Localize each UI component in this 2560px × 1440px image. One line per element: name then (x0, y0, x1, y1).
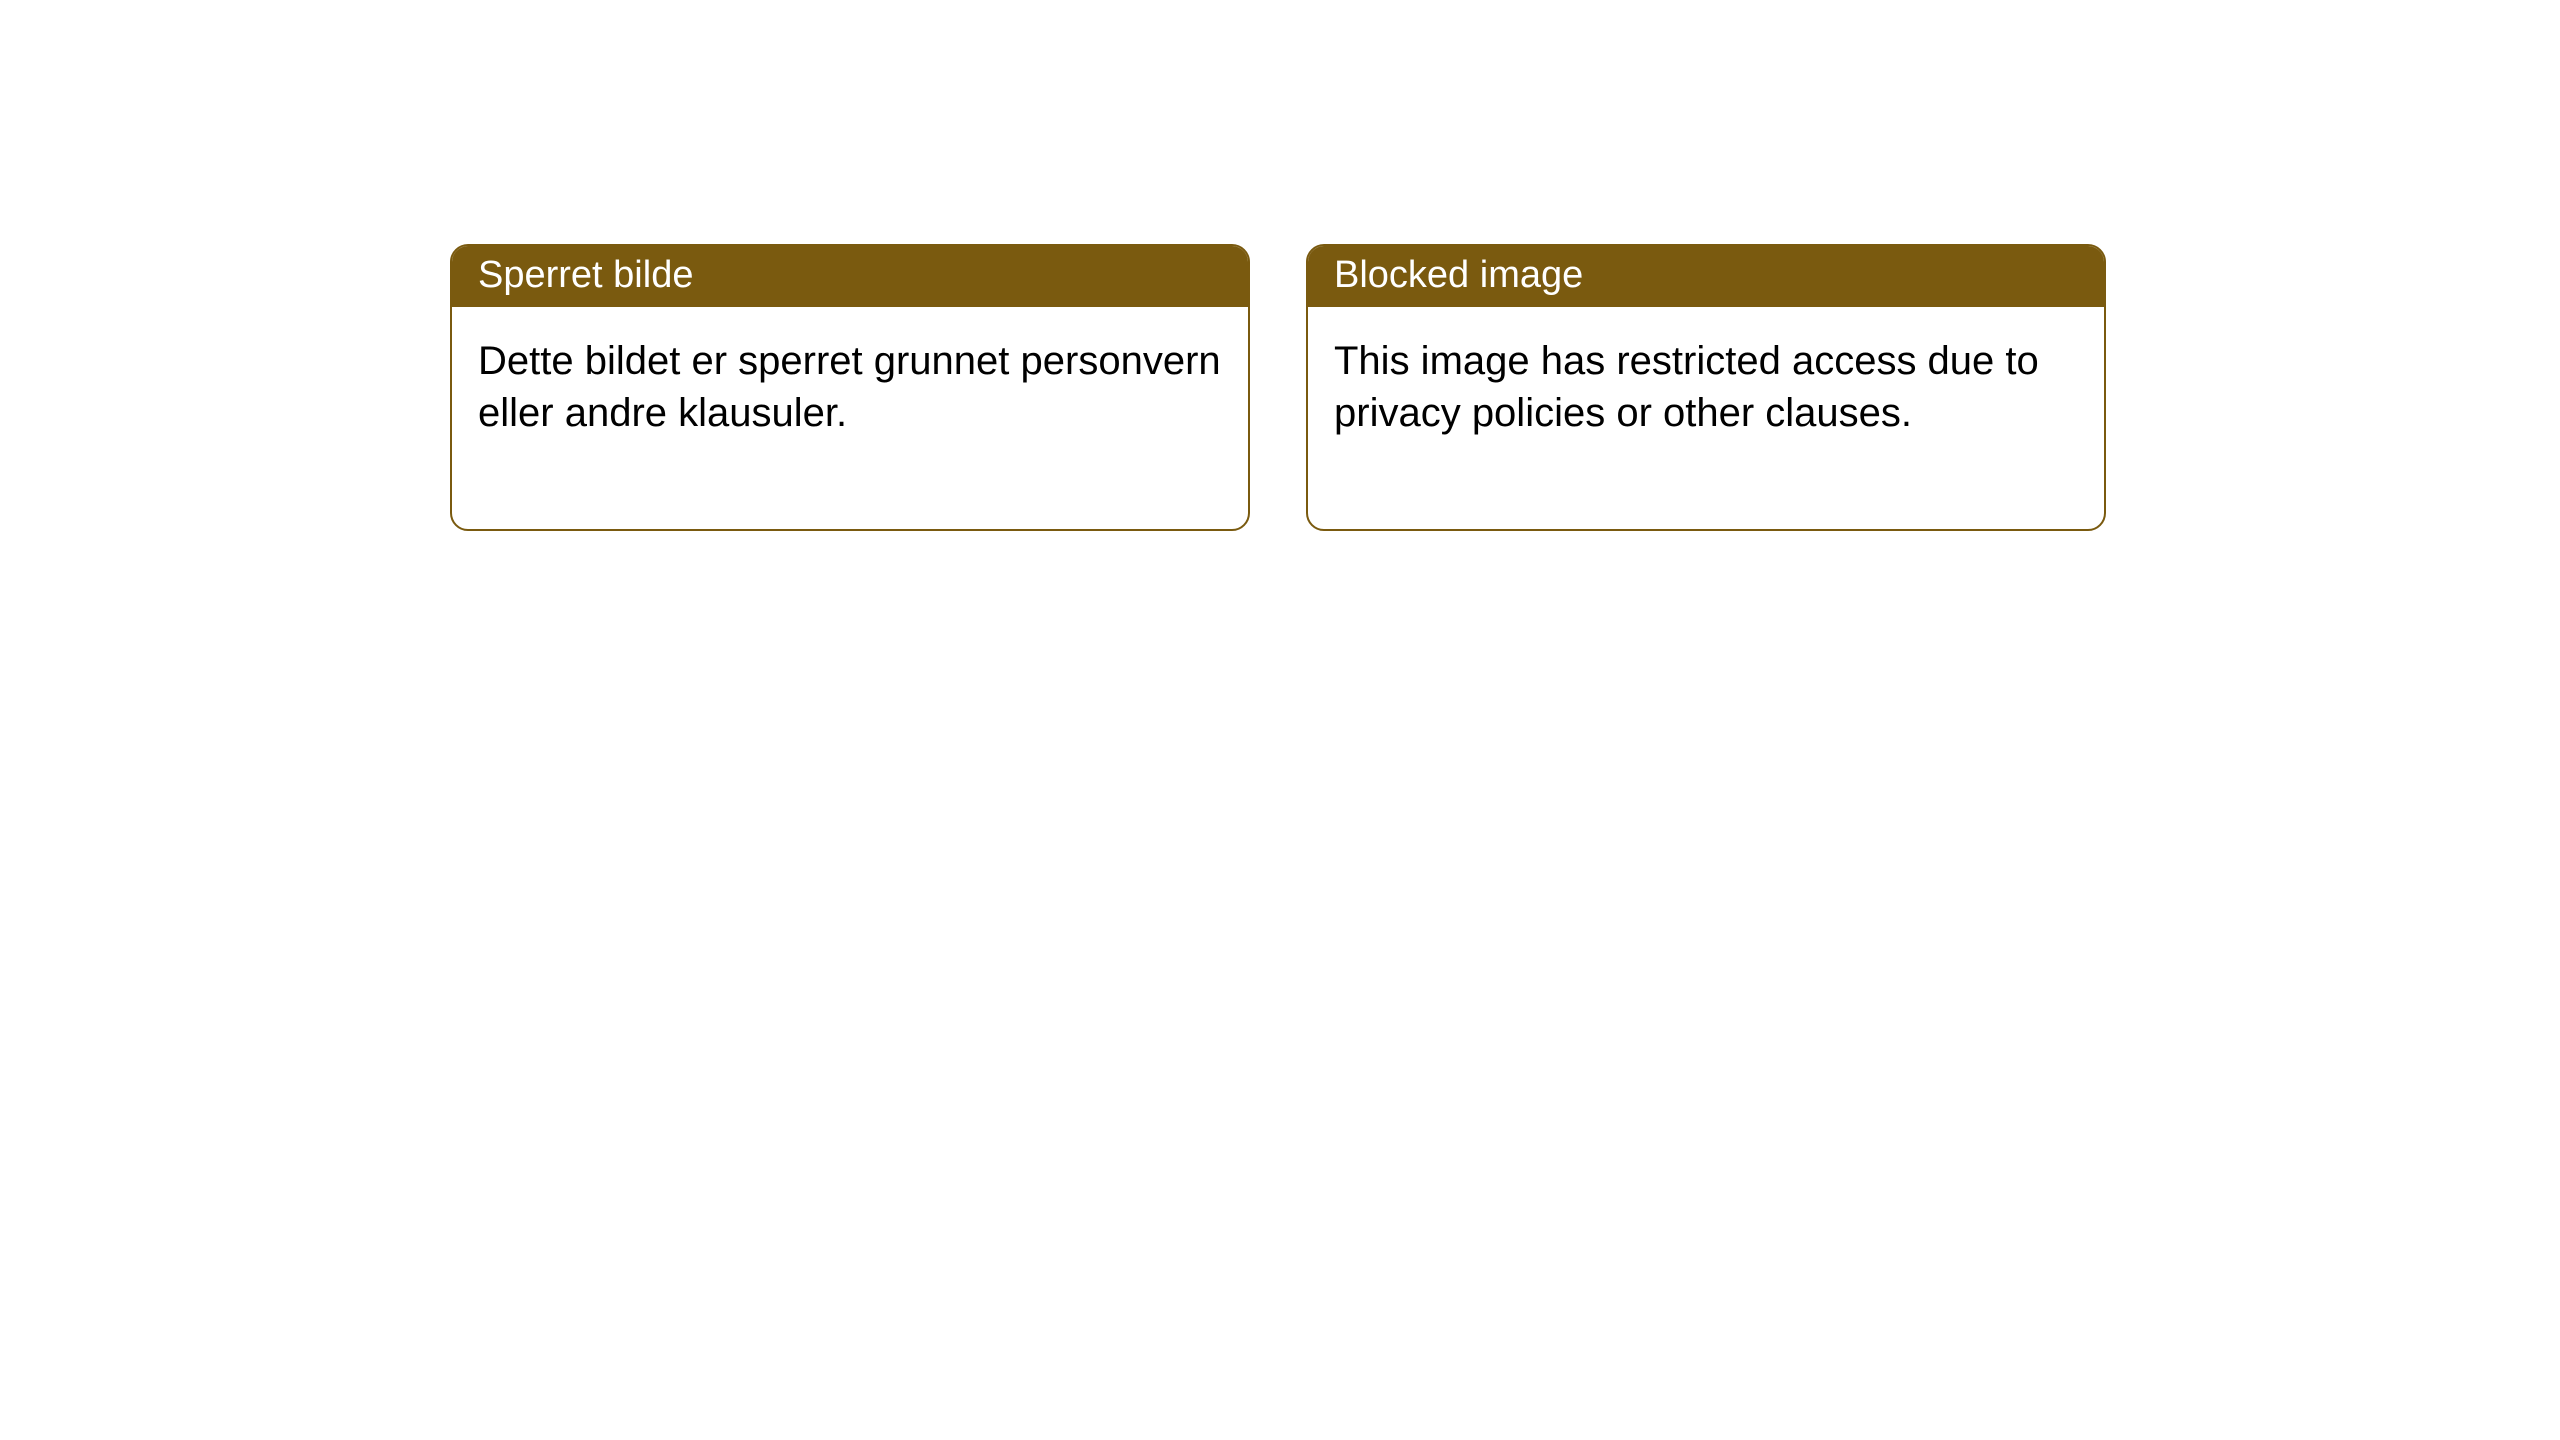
notice-card-norwegian: Sperret bilde Dette bildet er sperret gr… (450, 244, 1250, 531)
notice-header: Sperret bilde (452, 246, 1248, 307)
notice-header: Blocked image (1308, 246, 2104, 307)
notice-body: This image has restricted access due to … (1308, 307, 2104, 529)
notice-body: Dette bildet er sperret grunnet personve… (452, 307, 1248, 529)
notice-container: Sperret bilde Dette bildet er sperret gr… (450, 244, 2106, 531)
notice-card-english: Blocked image This image has restricted … (1306, 244, 2106, 531)
